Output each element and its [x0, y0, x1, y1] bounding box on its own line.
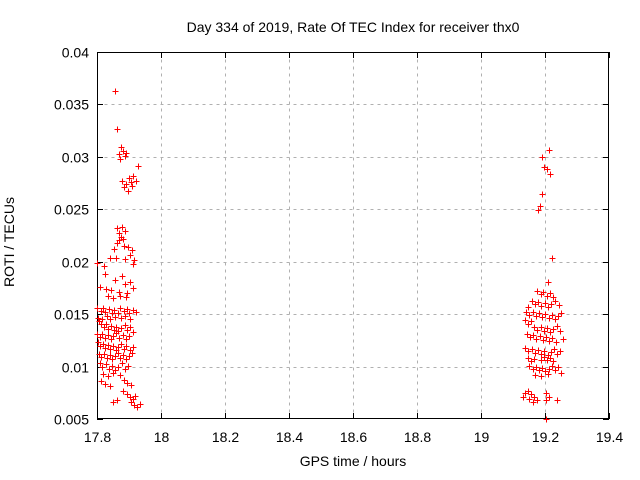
x-tick-label: 18.6 — [340, 429, 367, 445]
chart-title: Day 334 of 2019, Rate Of TEC Index for r… — [187, 19, 520, 35]
y-tick-labels: 0.005 0.01 0.015 0.02 0.025 0.03 0.035 0.04 — [54, 45, 89, 428]
x-axis-label: GPS time / hours — [300, 453, 407, 469]
y-tick-label: 0.025 — [54, 202, 89, 218]
y-tick-label: 0.015 — [54, 307, 89, 323]
x-tick-label: 17.8 — [84, 429, 111, 445]
data-points — [94, 88, 567, 423]
gridlines — [97, 52, 609, 419]
y-tick-label: 0.035 — [54, 97, 89, 113]
y-tick-label: 0.02 — [62, 255, 89, 271]
y-tick-label: 0.04 — [62, 45, 89, 61]
x-tick-label: 19.2 — [532, 429, 559, 445]
y-axis-label: ROTI / TECUs — [1, 197, 17, 287]
x-tick-label: 18.2 — [212, 429, 239, 445]
x-tick-labels: 17.8 18 18.2 18.4 18.6 18.8 19 19.2 19.4 — [84, 429, 623, 445]
y-tick-label: 0.03 — [62, 150, 89, 166]
x-tick-label: 19.4 — [596, 429, 623, 445]
y-tick-label: 0.005 — [54, 412, 89, 428]
x-tick-label: 18.4 — [276, 429, 303, 445]
x-tick-label: 18 — [154, 429, 170, 445]
x-tick-label: 18.8 — [404, 429, 431, 445]
x-tick-label: 19 — [474, 429, 490, 445]
y-tick-label: 0.01 — [62, 360, 89, 376]
scatter-markers — [94, 88, 567, 423]
axis-ticks — [97, 52, 610, 420]
